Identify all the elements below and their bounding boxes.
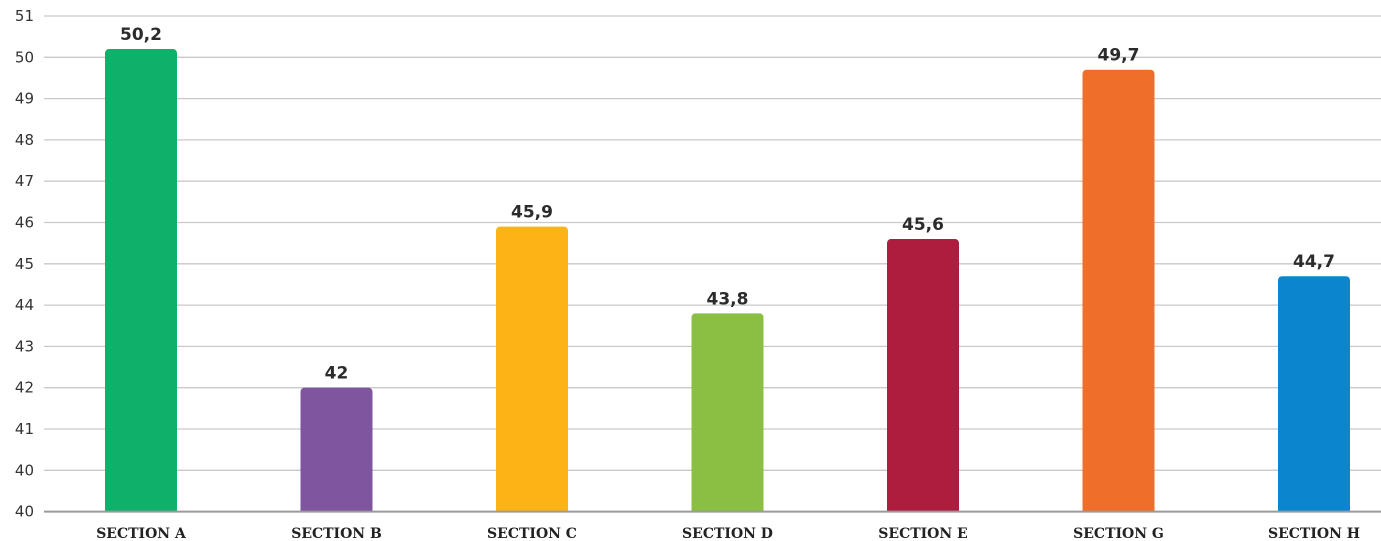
data-label: 45,9 xyxy=(511,203,553,223)
data-label: 49,7 xyxy=(1098,46,1140,66)
y-tick-label: 40 xyxy=(15,503,34,521)
y-tick-label: 50 xyxy=(15,48,34,66)
y-tick-label: 49 xyxy=(15,90,34,108)
bar-base xyxy=(496,505,568,512)
bar-section-d xyxy=(691,313,764,512)
x-category-label: SECTION H xyxy=(1268,526,1360,541)
y-tick-label: 43 xyxy=(15,337,34,355)
gridlines xyxy=(44,15,1381,471)
data-label: 45,6 xyxy=(902,215,944,235)
bar-base xyxy=(887,505,959,512)
y-tick-label: 48 xyxy=(15,131,34,149)
bar-base xyxy=(691,505,764,512)
data-labels: 50,2 42 45,9 43,8 45,6 49,7 44,7 xyxy=(120,25,1335,384)
bar-base xyxy=(300,505,373,512)
bars xyxy=(105,49,1350,512)
y-tick-label: 40 xyxy=(15,461,34,479)
bar-section-b xyxy=(300,387,373,512)
data-label: 44,7 xyxy=(1293,252,1335,272)
y-tick-label: 41 xyxy=(15,420,34,438)
bar-base xyxy=(105,505,177,512)
x-category-label: SECTION E xyxy=(878,526,967,541)
y-tick-label: 46 xyxy=(15,214,34,232)
x-category-label: SECTION A xyxy=(96,526,187,541)
y-axis-ticks: 40 40 41 42 43 44 45 46 47 48 49 50 51 xyxy=(15,7,34,521)
data-label: 42 xyxy=(325,364,349,384)
x-category-label: SECTION C xyxy=(487,526,577,541)
x-category-label: SECTION D xyxy=(682,526,773,541)
data-label: 50,2 xyxy=(120,25,162,45)
x-axis-categories: SECTION A SECTION B SECTION C SECTION D SECT… xyxy=(96,526,1360,541)
bar-base xyxy=(1278,505,1350,512)
y-tick-label: 44 xyxy=(15,296,34,314)
y-tick-label: 51 xyxy=(15,7,34,25)
x-category-label: SECTION B xyxy=(291,526,382,541)
x-category-label: SECTION G xyxy=(1073,526,1164,541)
y-tick-label: 42 xyxy=(15,379,34,397)
y-tick-label: 47 xyxy=(15,172,34,190)
bar-base xyxy=(1082,505,1155,512)
bar-section-c xyxy=(496,226,568,512)
bar-section-a xyxy=(105,49,177,512)
y-tick-label: 45 xyxy=(15,255,34,273)
bar-section-g xyxy=(1082,69,1155,512)
data-label: 43,8 xyxy=(707,289,749,309)
bar-section-h xyxy=(1278,276,1350,512)
bar-section-e xyxy=(887,239,959,512)
